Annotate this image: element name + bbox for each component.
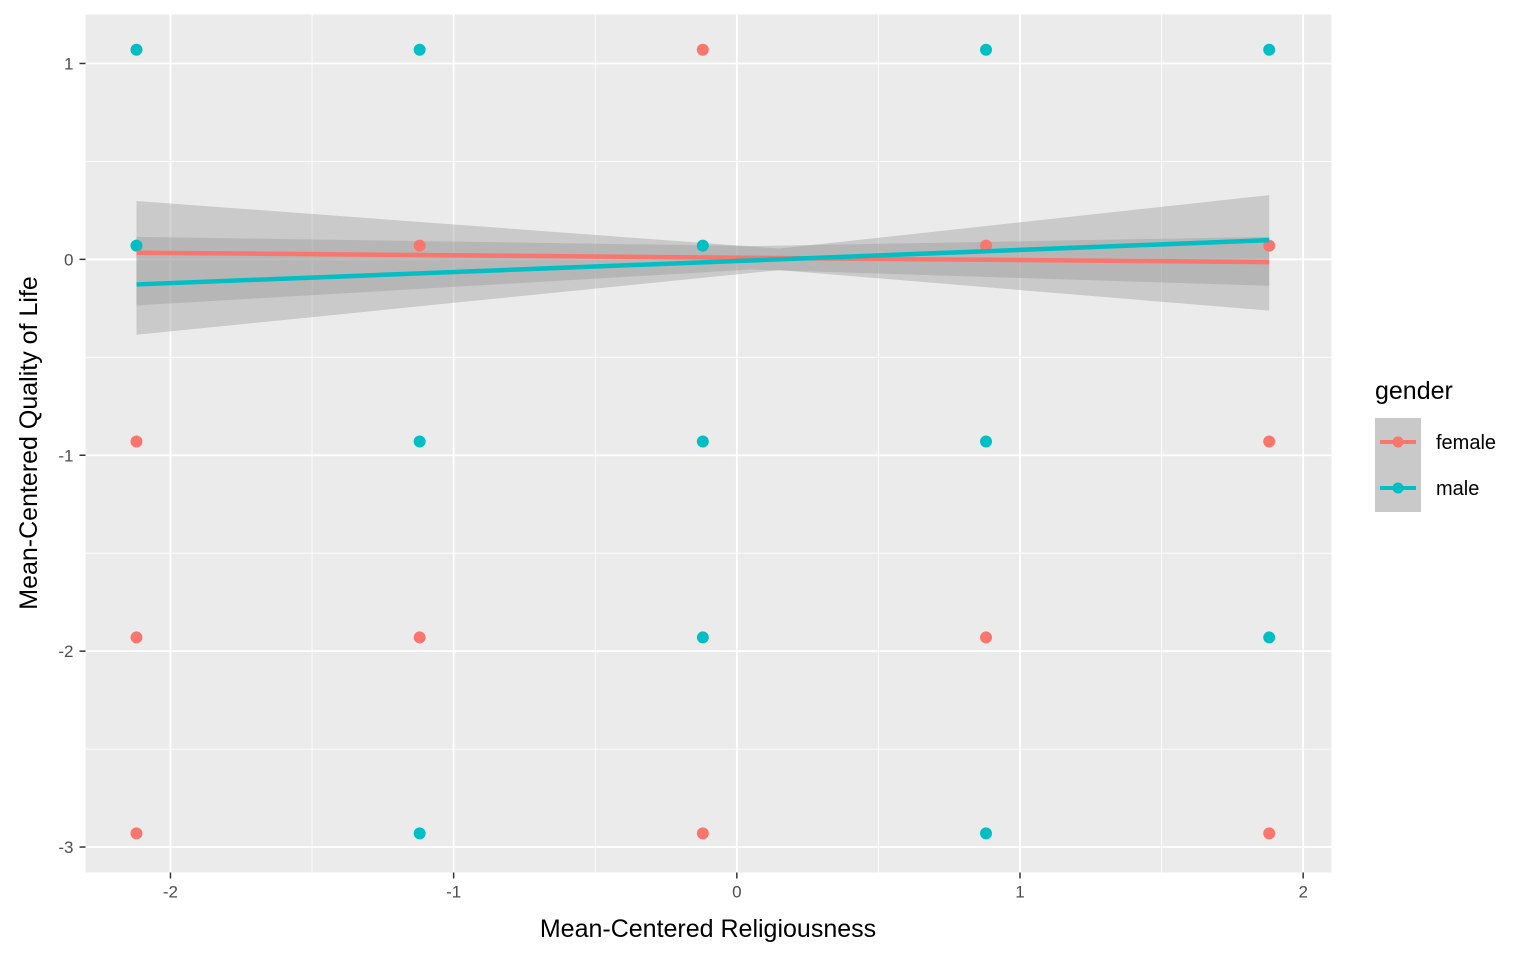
data-point-male	[696, 435, 709, 448]
legend-key-point-male	[1392, 482, 1404, 494]
data-point-male	[1263, 43, 1276, 56]
x-tick-label: 0	[732, 883, 741, 902]
data-point-female	[696, 43, 709, 56]
legend: gender female male	[1375, 377, 1496, 512]
legend-title: gender	[1375, 377, 1453, 405]
data-point-female	[1263, 239, 1276, 252]
data-point-male	[413, 435, 426, 448]
data-point-female	[980, 239, 993, 252]
data-point-male	[696, 631, 709, 644]
data-point-female	[130, 827, 143, 840]
y-axis-title: Mean-Centered Quality of Life	[15, 276, 43, 610]
fit-line-female	[136, 250, 1270, 265]
y-tick-label: 1	[64, 54, 73, 73]
legend-key-background	[1375, 418, 1421, 512]
x-tick-label: 2	[1298, 883, 1307, 902]
minor-gridlines	[85, 14, 1332, 873]
data-point-male	[413, 827, 426, 840]
y-tick-label: -1	[58, 446, 73, 465]
data-point-female	[1263, 435, 1276, 448]
data-point-female	[413, 239, 426, 252]
data-point-female	[130, 631, 143, 644]
x-tick-label: -2	[163, 883, 178, 902]
data-point-female	[1263, 827, 1276, 840]
confidence-band-male	[136, 195, 1270, 335]
legend-label-female: female	[1436, 432, 1496, 454]
data-point-female	[696, 827, 709, 840]
x-tick-label: 1	[1015, 883, 1024, 902]
data-point-male	[413, 43, 426, 56]
fit-lines	[136, 237, 1270, 287]
x-tick-label: -1	[446, 883, 461, 902]
legend-label-male: male	[1436, 478, 1479, 500]
data-point-male	[980, 827, 993, 840]
axes: -2 -1 0 1 2 1 0 -1 -2 -3	[58, 54, 1308, 901]
data-point-male	[130, 43, 143, 56]
x-axis-title: Mean-Centered Religiousness	[540, 915, 876, 943]
data-point-male	[980, 435, 993, 448]
data-points	[130, 43, 1276, 840]
legend-key-point-female	[1392, 436, 1404, 448]
data-point-male	[980, 43, 993, 56]
y-tick-label: 0	[64, 250, 73, 269]
data-point-male	[696, 239, 709, 252]
data-point-female	[130, 435, 143, 448]
fit-line-male	[136, 237, 1270, 287]
data-point-male	[1263, 631, 1276, 644]
data-point-female	[980, 631, 993, 644]
y-tick-label: -3	[58, 838, 73, 857]
data-point-male	[130, 239, 143, 252]
y-tick-label: -2	[58, 642, 73, 661]
data-point-female	[413, 631, 426, 644]
